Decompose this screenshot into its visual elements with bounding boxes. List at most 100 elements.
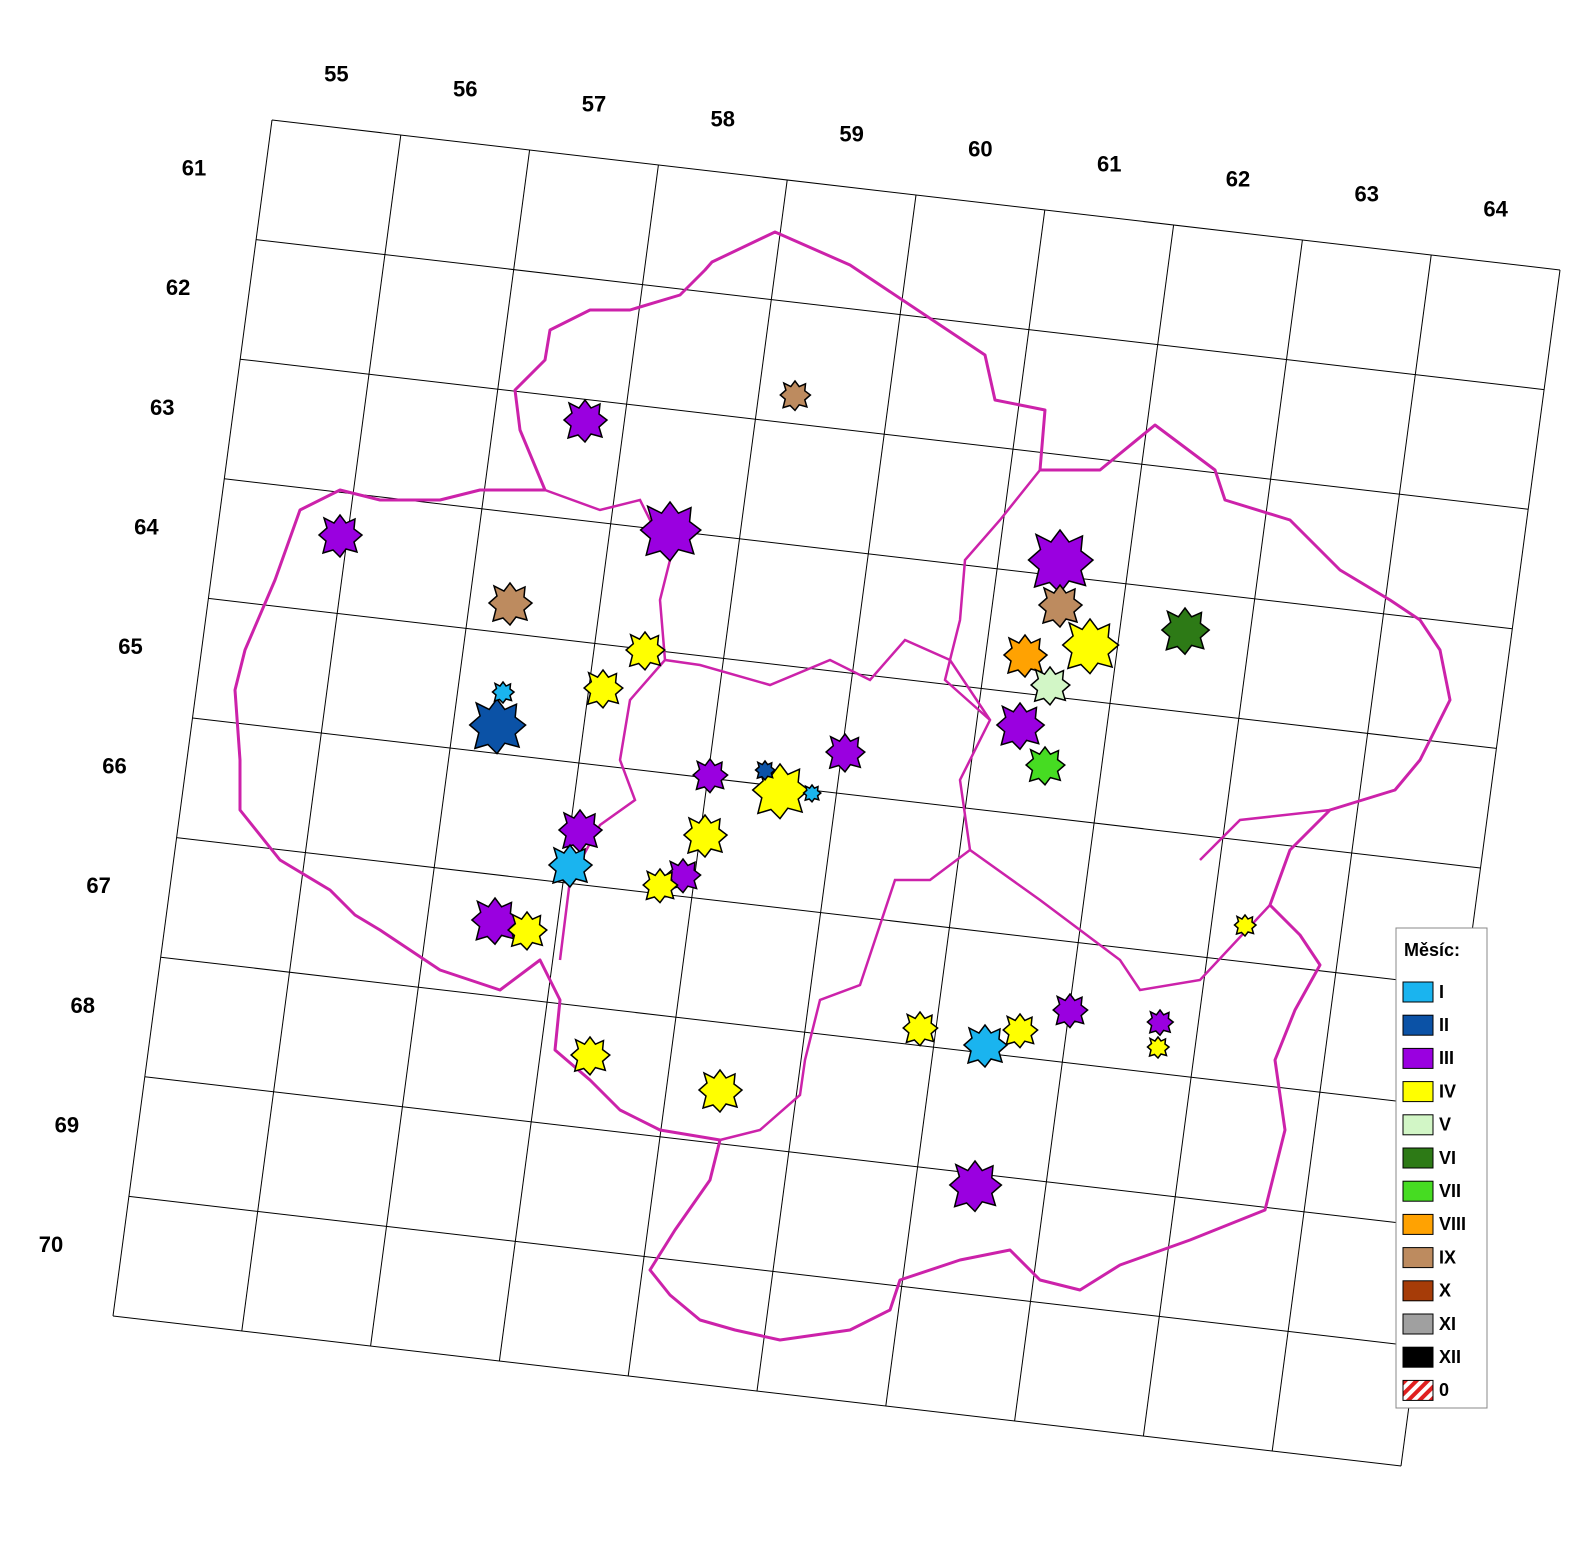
municipality: [1003, 634, 1048, 678]
municipality: [1027, 529, 1094, 594]
legend-swatch: [1402, 1014, 1434, 1036]
legend-label: XII: [1439, 1347, 1461, 1367]
legend-label: XI: [1439, 1314, 1456, 1334]
row-label: 61: [182, 156, 206, 181]
municipality: [488, 582, 533, 626]
municipality: [1161, 607, 1210, 655]
municipality: [902, 1011, 939, 1047]
municipality: [698, 1069, 743, 1113]
municipality: [996, 702, 1045, 750]
legend-label: III: [1439, 1048, 1454, 1068]
legend-label: IX: [1439, 1247, 1456, 1267]
municipality: [583, 669, 624, 709]
legend-swatch: [1402, 1247, 1434, 1269]
municipality: [491, 681, 515, 704]
municipality: [1052, 993, 1089, 1029]
municipality: [507, 911, 548, 951]
district-border: [664, 638, 992, 1142]
district-border: [1199, 808, 1331, 861]
grid-line: [224, 478, 1513, 630]
municipality: [1146, 1036, 1170, 1059]
column-label: 57: [582, 91, 606, 116]
legend-label: I: [1439, 982, 1444, 1002]
municipality: [1233, 914, 1257, 937]
grid-line: [256, 239, 1545, 391]
legend-swatch: [1402, 1379, 1434, 1401]
legend-swatch: [1402, 1147, 1434, 1169]
row-label: 69: [55, 1112, 79, 1137]
legend-label: VIII: [1439, 1214, 1466, 1234]
municipality: [468, 698, 527, 755]
legend-swatch: [1402, 1280, 1434, 1302]
legend-swatch: [1402, 1213, 1434, 1235]
row-label: 64: [134, 514, 159, 539]
municipality: [1061, 618, 1120, 675]
municipality: [1002, 1013, 1039, 1049]
grid-line: [112, 1315, 1402, 1467]
region-outline: [233, 230, 1452, 1342]
legend-label: V: [1439, 1115, 1451, 1135]
legend-swatch: [1402, 1081, 1434, 1103]
legend-title: Měsíc:: [1404, 940, 1460, 960]
municipality: [639, 501, 702, 562]
row-label: 67: [86, 873, 110, 898]
grid-line: [208, 597, 1497, 749]
legend-label: VII: [1439, 1181, 1461, 1201]
grid-line: [128, 1195, 1417, 1347]
municipality: [1030, 666, 1071, 706]
row-label: 66: [102, 754, 126, 779]
municipality: [563, 399, 608, 443]
column-label: 61: [1097, 151, 1121, 176]
grid-line: [144, 1076, 1433, 1228]
legend-label: IV: [1439, 1081, 1456, 1101]
municipality: [963, 1024, 1008, 1068]
legend-swatch: [1402, 1346, 1434, 1368]
legend-label: 0: [1439, 1380, 1449, 1400]
grid-line: [192, 717, 1481, 869]
row-label: 63: [150, 395, 174, 420]
municipality: [471, 897, 520, 945]
municipality: [779, 380, 812, 412]
grid-line: [160, 956, 1449, 1108]
municipality: [802, 784, 822, 803]
column-label: 55: [324, 61, 348, 86]
row-label: 70: [39, 1232, 63, 1257]
legend-label: II: [1439, 1015, 1449, 1035]
municipality: [1038, 584, 1083, 628]
legend-swatch: [1402, 1047, 1434, 1069]
municipality: [318, 514, 363, 558]
row-label: 65: [118, 634, 142, 659]
municipality: [625, 631, 666, 671]
municipality: [754, 760, 776, 781]
column-label: 64: [1483, 196, 1508, 221]
row-label: 68: [71, 993, 95, 1018]
grid-line: [176, 837, 1465, 989]
municipality: [1025, 746, 1066, 786]
legend-swatch: [1402, 1313, 1434, 1335]
column-label: 56: [453, 76, 477, 101]
municipality: [570, 1036, 611, 1076]
municipality: [683, 814, 728, 858]
column-label: 62: [1226, 166, 1250, 191]
legend-swatch: [1402, 1114, 1434, 1136]
column-label: 60: [968, 136, 992, 161]
row-label: 62: [166, 275, 190, 300]
municipality: [1146, 1009, 1174, 1036]
legend-label: VI: [1439, 1148, 1456, 1168]
column-label: 59: [839, 121, 863, 146]
legend-swatch: [1402, 1180, 1434, 1202]
municipality: [558, 809, 603, 853]
column-label: 63: [1355, 181, 1379, 206]
grid-line: [271, 119, 1561, 271]
legend-swatch: [1402, 981, 1434, 1003]
column-label: 58: [711, 106, 735, 131]
municipality: [692, 758, 729, 794]
grid: [112, 119, 1561, 1467]
grid-line: [240, 358, 1529, 510]
municipality: [825, 733, 866, 773]
municipality: [642, 868, 679, 904]
district-border: [943, 469, 1271, 992]
